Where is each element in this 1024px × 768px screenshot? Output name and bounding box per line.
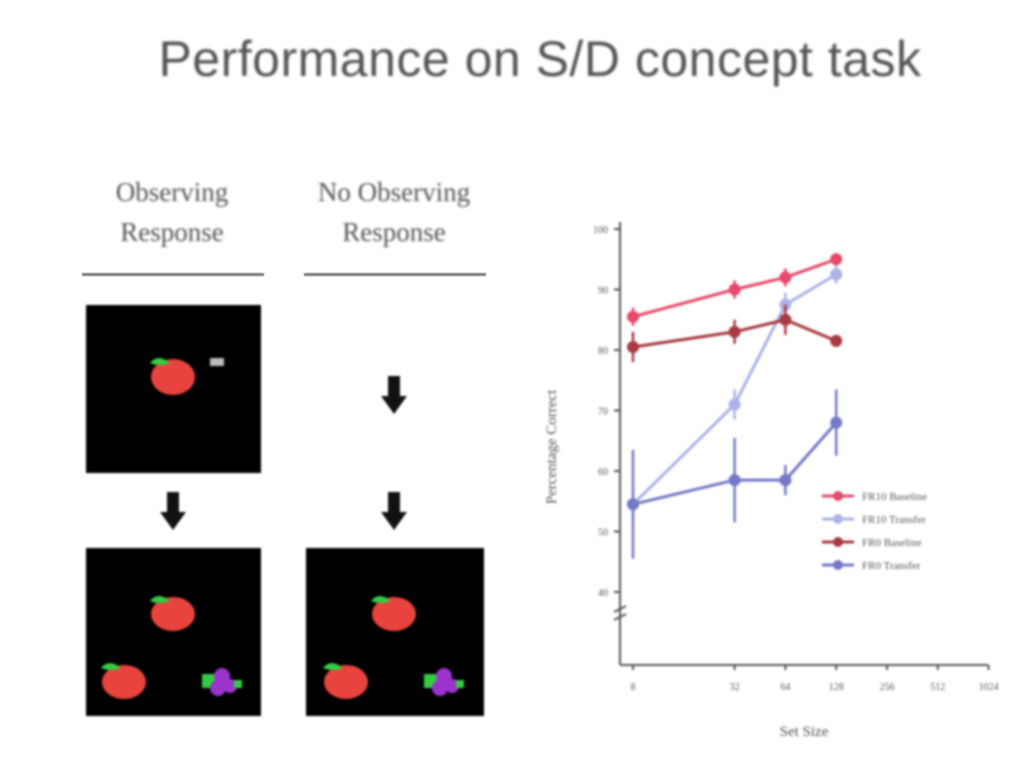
data-point (779, 474, 792, 487)
down-arrow-icon (160, 492, 186, 532)
data-point (728, 398, 741, 411)
data-point (728, 474, 741, 487)
x-tick-label: 256 (880, 682, 895, 693)
series-line (631, 273, 837, 506)
observing-response-heading: Observing Response (115, 177, 229, 247)
series-line (632, 257, 837, 319)
x-tick-label: 64 (780, 682, 790, 693)
y-tick-label: 60 (598, 467, 608, 478)
x-axis-title: Set Size (780, 724, 829, 740)
data-point (728, 283, 741, 296)
y-tick-label: 50 (598, 528, 608, 539)
y-tick-label: 100 (593, 225, 608, 236)
legend-swatch-marker (833, 514, 843, 524)
down-arrow-icon (381, 376, 407, 416)
down-arrow-icon (381, 492, 407, 532)
data-point (627, 310, 639, 323)
series-line (632, 421, 838, 506)
left-heading-rule (82, 273, 264, 276)
x-tick-label: 512 (930, 682, 945, 693)
choice-panel-no-observing (306, 548, 484, 716)
sample-panel-observing (86, 305, 261, 473)
y-tick-label: 80 (598, 346, 608, 357)
x-tick-label: 8 (631, 682, 636, 693)
legend-label: FR10 Baseline (862, 491, 927, 503)
data-point (830, 268, 843, 281)
legend-swatch-marker (833, 560, 843, 570)
legend-label: FR0 Transfer (862, 560, 921, 572)
legend-swatch-marker (833, 491, 843, 501)
data-point (728, 325, 741, 338)
data-point (830, 334, 843, 347)
x-tick-label: 1024 (979, 682, 999, 693)
legend-label: FR10 Transfer (862, 514, 926, 526)
choice-stimuli-image (323, 596, 464, 699)
sample-apple-image (150, 358, 224, 395)
data-point (830, 416, 843, 429)
x-tick-label: 32 (730, 682, 740, 693)
series-line (632, 318, 837, 349)
right-heading-rule (304, 273, 486, 276)
data-point (779, 313, 792, 326)
x-tick-label: 128 (829, 682, 844, 693)
legend-label: FR0 Baseline (862, 537, 922, 549)
choice-panel-observing (86, 548, 261, 716)
data-point (830, 253, 843, 266)
choice-stimuli-image (101, 596, 242, 699)
y-tick-label: 40 (598, 588, 608, 599)
legend-swatch-marker (833, 537, 843, 547)
y-tick-label: 70 (598, 407, 608, 418)
data-point (627, 340, 639, 353)
data-point (627, 498, 639, 511)
no-observing-response-heading: No Observing Response (317, 177, 471, 247)
slide-title: Performance on S/D concept task (158, 31, 922, 87)
axis-break-mark (613, 605, 627, 621)
y-tick-label: 90 (598, 286, 608, 297)
y-axis-title: Percentage Correct (544, 389, 560, 504)
data-point (779, 271, 792, 284)
